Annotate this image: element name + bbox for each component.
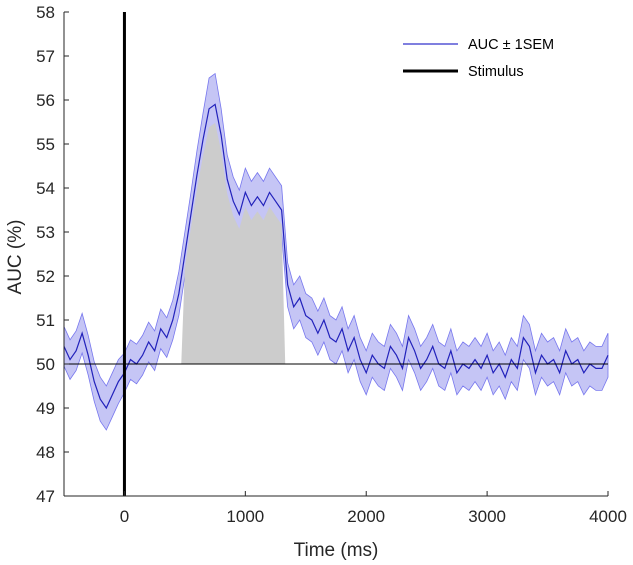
y-tick-label: 47 (36, 487, 55, 506)
y-tick-label: 54 (36, 179, 55, 198)
significant-window-shading (181, 122, 286, 364)
plot-area: 47 48 49 50 51 52 53 54 55 56 57 58 0 1000 2000 3000 400… (36, 3, 627, 526)
y-tick-label: 49 (36, 399, 55, 418)
y-tick-label: 51 (36, 311, 55, 330)
y-tick-label: 55 (36, 135, 55, 154)
y-tick-label: 53 (36, 223, 55, 242)
y-tick-label: 57 (36, 47, 55, 66)
x-tick-label: 3000 (468, 507, 506, 526)
x-tick-label: 2000 (347, 507, 385, 526)
x-axis-title: Time (ms) (294, 540, 379, 561)
y-tick-label: 58 (36, 3, 55, 22)
x-tick-label: 4000 (589, 507, 627, 526)
legend: AUC ± 1SEM Stimulus (403, 37, 554, 80)
x-tick-label: 0 (120, 507, 129, 526)
x-tick-label: 1000 (226, 507, 264, 526)
y-tick-label: 50 (36, 355, 55, 374)
sem-band (63, 72, 609, 431)
y-tick-label: 56 (36, 91, 55, 110)
legend-label-stimulus: Stimulus (468, 64, 524, 80)
y-tick-label: 48 (36, 443, 55, 462)
y-axis-title: AUC (%) (5, 220, 26, 295)
auc-mean-line (63, 103, 609, 410)
legend-label-auc: AUC ± 1SEM (468, 37, 554, 53)
y-tick-label: 52 (36, 267, 55, 286)
